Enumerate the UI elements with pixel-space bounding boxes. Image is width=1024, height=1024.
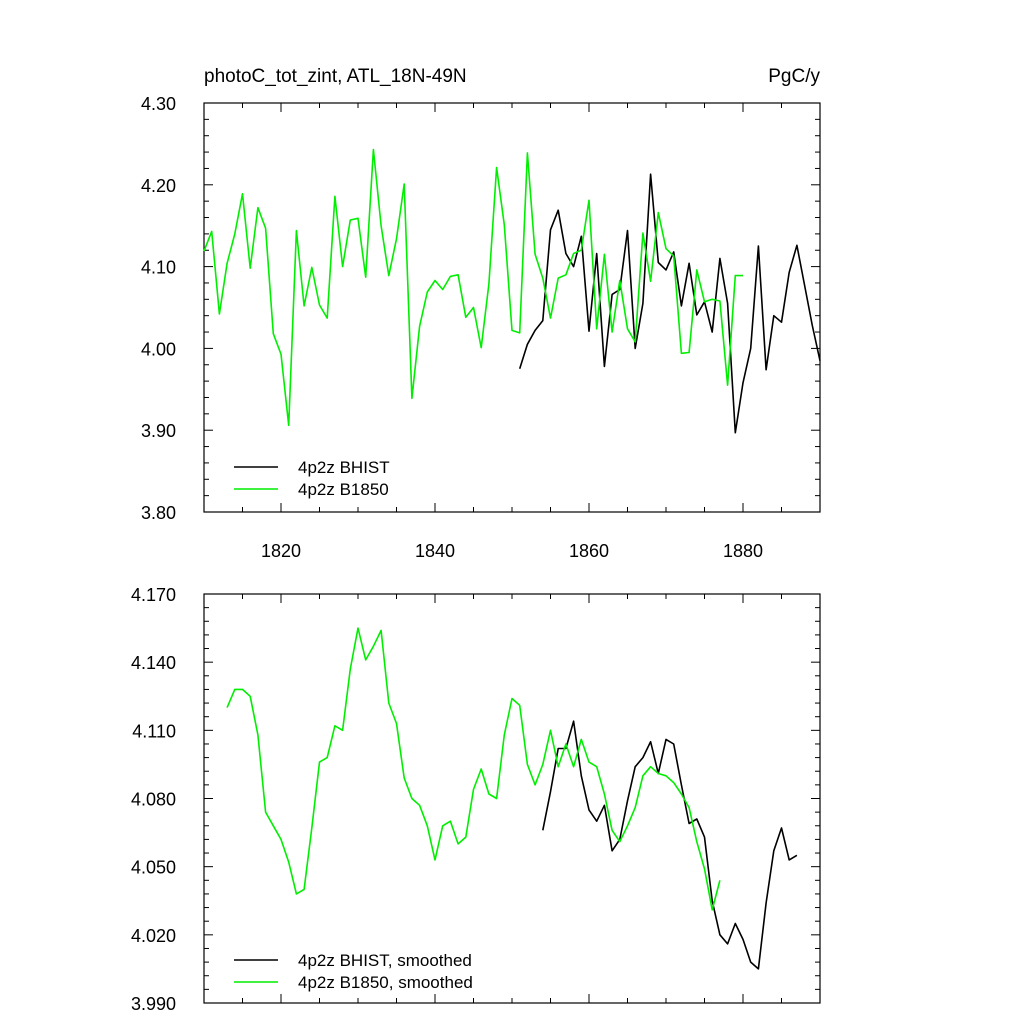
top-panel: 3.80 3.90 4.00 4.10 4.20 4.30 1820 1840 1860 1880… bbox=[141, 94, 821, 561]
y-tick-label: 3.990 bbox=[131, 994, 176, 1014]
y-tick-label: 4.30 bbox=[141, 94, 176, 114]
bottom-panel: 3.990 4.020 4.050 4.080 4.110 4.140 4.170 4p2z … bbox=[131, 585, 821, 1014]
y-tick-label: 3.80 bbox=[141, 503, 176, 523]
y-tick-label: 4.10 bbox=[141, 258, 176, 278]
x-tick-label: 1820 bbox=[261, 541, 301, 561]
y-tick-label: 4.170 bbox=[131, 585, 176, 605]
y-tick-label: 4.140 bbox=[131, 653, 176, 673]
y-tick-label: 4.00 bbox=[141, 339, 176, 359]
legend-label: 4p2z BHIST, smoothed bbox=[298, 951, 472, 970]
x-tick-label: 1860 bbox=[569, 541, 609, 561]
x-tick-label: 1880 bbox=[723, 541, 763, 561]
units-label: PgC/y bbox=[768, 66, 820, 87]
y-tick-label: 4.080 bbox=[131, 790, 176, 810]
x-tick-label: 1840 bbox=[415, 541, 455, 561]
series-line-b1850 bbox=[203, 148, 743, 427]
series-line-b1850 bbox=[226, 627, 721, 911]
y-tick-label: 4.050 bbox=[131, 858, 176, 878]
y-tick-label: 4.20 bbox=[141, 176, 176, 196]
y-tick-label: 4.020 bbox=[131, 926, 176, 946]
y-tick-label: 3.90 bbox=[141, 421, 176, 441]
series-line-bhist bbox=[542, 720, 798, 970]
legend-label: 4p2z BHIST bbox=[298, 458, 390, 477]
series-line-bhist bbox=[518, 173, 821, 434]
y-tick-label: 4.110 bbox=[132, 721, 176, 741]
chart-title: photoC_tot_zint, ATL_18N-49N bbox=[204, 66, 467, 87]
legend-label: 4p2z B1850, smoothed bbox=[298, 973, 473, 992]
legend-label: 4p2z B1850 bbox=[298, 480, 389, 499]
